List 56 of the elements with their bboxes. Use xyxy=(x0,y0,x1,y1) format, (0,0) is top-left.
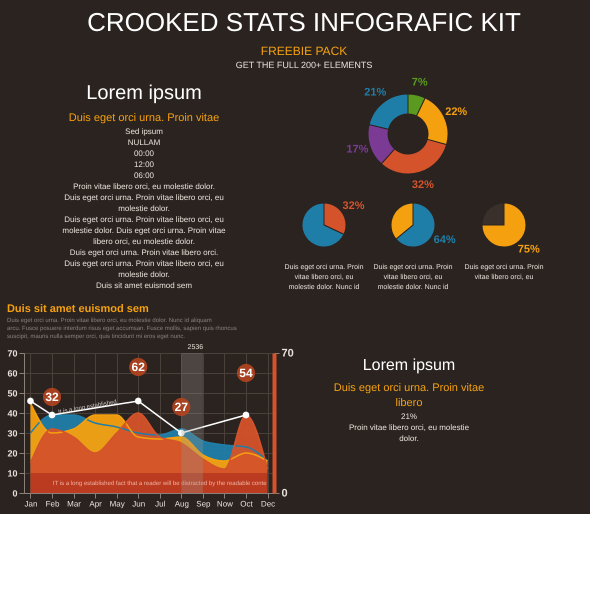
data-label: 7% xyxy=(412,76,428,88)
x-tick-label: Sep xyxy=(196,500,212,508)
x-tick-label: Mar xyxy=(67,500,82,508)
text: CROOKED STATS INFOGRAFIC KIT xyxy=(87,7,522,37)
x-tick-label: Now xyxy=(216,500,234,508)
y-tick-label: 60 xyxy=(7,368,18,378)
x-tick-label: Oct xyxy=(240,500,254,508)
x-tick-label: Jul xyxy=(155,500,166,508)
text: Proin vitae libero orci, eu molestie dolor. xyxy=(73,182,215,191)
data-label: 22% xyxy=(445,106,468,118)
data-label: 17% xyxy=(346,144,369,156)
text: 00:00 xyxy=(134,149,155,158)
text: 06:00 xyxy=(134,171,155,180)
annotation: 27 xyxy=(174,400,188,414)
text: Duis eget orci urna. Proin vitae xyxy=(68,112,220,124)
x-tick-label: Apr xyxy=(89,500,102,508)
text: 12:00 xyxy=(134,160,155,169)
text: NULLAM xyxy=(128,138,161,147)
chart-title: Duis sit amet euismod sem xyxy=(6,303,150,315)
data-label: 64% xyxy=(434,234,456,246)
annotation: 62 xyxy=(132,360,146,374)
data-label: 32% xyxy=(342,200,365,212)
text: Duis eget orci urna. Proin vitae libero xyxy=(334,382,484,409)
y-tick-label: 0 xyxy=(12,488,18,498)
text: GET THE FULL 200+ ELEMENTS xyxy=(236,60,372,70)
x-tick-label: Feb xyxy=(46,500,60,508)
x-tick-label: Jan xyxy=(24,500,38,508)
annotation: 32 xyxy=(45,390,60,404)
data-label: 75% xyxy=(518,244,540,256)
text: Lorem ipsum xyxy=(362,357,456,374)
y-tick-label: 50 xyxy=(7,388,18,398)
y-tick-label: 10 xyxy=(7,468,18,478)
x-tick-label: Jun xyxy=(132,500,146,508)
text: Lorem ipsum xyxy=(86,82,202,104)
text: Sed ipsum xyxy=(125,127,164,136)
x-tick-label: Aug xyxy=(174,500,189,508)
text: Duis eget orci urna. Proin vitae libero orci. xyxy=(70,248,218,257)
y2-tick-label: 0 xyxy=(282,488,288,500)
x-tick-label: Dec xyxy=(260,500,276,508)
text: FREEBIE PACK xyxy=(260,44,348,58)
data-label: 32% xyxy=(412,178,434,191)
y-tick-label: 70 xyxy=(7,348,18,358)
x-tick-label: May xyxy=(110,500,125,508)
text: Duis eget orci urna. Proin vitae libero orci, eu molestie dolor. xyxy=(64,259,224,279)
y-tick-label: 30 xyxy=(7,428,18,438)
text: 21% xyxy=(400,412,418,421)
y-tick-label: 40 xyxy=(7,408,18,418)
data-label: 21% xyxy=(364,86,386,98)
text: Duis eget orci urna. Proin vitae libero orci, eu molestie dolor. Duis eget orci urna. Proin vitae libero orci, eu molestie dolor. xyxy=(62,215,226,246)
y2-tick-label: 70 xyxy=(282,348,294,360)
text: Proin vitae libero orci, eu molestie dolor. xyxy=(348,423,470,443)
pie-slice xyxy=(302,202,344,248)
y-tick-label: 20 xyxy=(7,448,18,458)
text: Duis sit amet euismod sem xyxy=(96,281,192,290)
annotation: 54 xyxy=(239,366,253,380)
text: Duis eget orci urna. Proin vitae libero orci, eu molestie dolor. xyxy=(64,193,224,213)
